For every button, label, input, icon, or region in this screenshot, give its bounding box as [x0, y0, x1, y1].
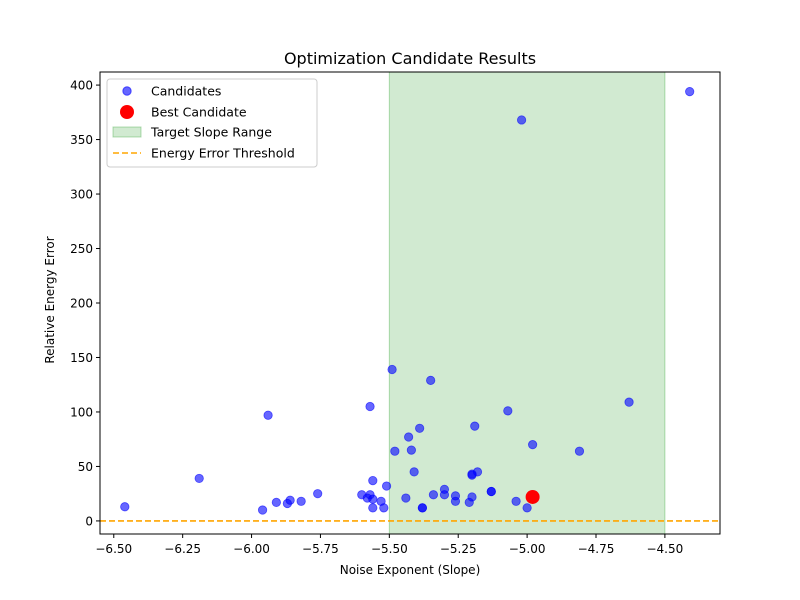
x-tick-label: −4.75	[578, 542, 615, 556]
candidate-point	[368, 494, 378, 504]
candidate-point	[368, 503, 378, 513]
y-tick-label: 300	[70, 188, 93, 202]
candidate-point	[439, 490, 450, 500]
legend-label: Target Slope Range	[150, 125, 272, 140]
candidate-point	[257, 505, 268, 515]
candidate-point	[528, 440, 538, 450]
candidate-point	[522, 503, 532, 513]
candidate-point	[624, 397, 634, 407]
candidate-point	[365, 401, 375, 412]
legend-marker-candidates	[122, 86, 132, 96]
candidate-point	[503, 406, 513, 416]
candidate-point	[194, 473, 204, 484]
candidate-point	[486, 486, 496, 497]
plot-area: −6.50 −6.25 −6.00 −5.75 −5.50 −5.25 −5.00 −4.75…	[70, 71, 721, 556]
x-axis-label: Noise Exponent (Slope)	[340, 563, 481, 577]
candidate-point	[390, 446, 400, 456]
candidate-point	[472, 467, 483, 477]
y-tick-label: 100	[70, 405, 93, 419]
candidate-point	[415, 423, 425, 433]
candidate-point	[467, 492, 477, 502]
x-tick-label: −5.25	[440, 542, 477, 556]
legend-box	[106, 78, 318, 168]
x-tick-label: −5.50	[371, 542, 408, 556]
candidate-point	[381, 481, 392, 491]
candidate-point	[271, 497, 281, 508]
x-tick-label: −5.00	[509, 542, 546, 556]
candidate-point	[296, 496, 306, 506]
candidate-point	[387, 364, 397, 375]
chart-title: Optimization Candidate Results	[284, 49, 536, 68]
y-tick-label: 50	[78, 460, 93, 474]
legend-marker-best	[120, 105, 134, 119]
candidate-point	[401, 493, 411, 503]
legend-label: Energy Error Threshold	[151, 146, 295, 161]
y-tick-label: 350	[70, 133, 93, 147]
y-tick-label: 150	[70, 351, 93, 365]
legend-label: Best Candidate	[151, 105, 247, 120]
y-axis-label: Relative Energy Error	[43, 236, 57, 363]
candidate-point	[406, 445, 416, 455]
candidate-point	[470, 421, 480, 431]
y-tick-label: 0	[85, 514, 93, 528]
candidate-point	[685, 87, 695, 97]
legend-label: Candidates	[151, 84, 221, 99]
candidate-point	[428, 490, 439, 500]
candidate-point	[313, 489, 323, 499]
candidate-point	[511, 496, 521, 506]
y-tick-label: 250	[70, 242, 93, 256]
x-tick-label: −6.00	[233, 542, 270, 556]
candidate-point	[263, 410, 273, 420]
candidate-point	[516, 115, 527, 125]
legend-patch-target	[112, 126, 142, 138]
candidate-point	[285, 495, 295, 505]
best-candidate-point	[525, 489, 540, 504]
x-tick-label: −6.25	[164, 542, 201, 556]
candidate-point	[368, 476, 378, 486]
y-tick-label: 400	[70, 79, 93, 93]
candidate-point	[417, 503, 427, 513]
candidate-point	[379, 503, 389, 513]
target-slope-range-band	[388, 71, 666, 535]
candidate-point	[450, 496, 461, 506]
candidate-point	[409, 467, 419, 477]
x-tick-label: −4.50	[646, 542, 683, 556]
legend: Candidates Best Candidate Target Slope Ran…	[106, 78, 318, 168]
x-tick-label: −6.50	[95, 542, 132, 556]
x-tick-label: −5.75	[302, 542, 339, 556]
y-tick-label: 200	[70, 297, 93, 311]
candidate-point	[574, 446, 585, 456]
candidate-point	[120, 502, 130, 512]
candidate-point	[426, 375, 436, 385]
candidate-point	[404, 432, 414, 442]
